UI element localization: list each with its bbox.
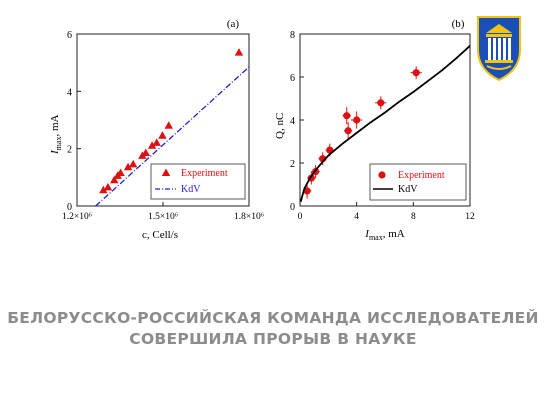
experiment-point-b: [344, 127, 352, 135]
base-step-icon: [485, 60, 513, 63]
y-tick-label-b: 2: [290, 159, 295, 170]
y-tick-label-b: 0: [290, 202, 295, 213]
waves-icon: [486, 65, 512, 70]
headline-line-2: СОВЕРШИЛА ПРОРЫВ В НАУКЕ: [129, 330, 417, 348]
y-tick-label-a: 0: [67, 202, 72, 213]
x-axis-label-a: c, Cell/s: [142, 229, 178, 241]
y-tick-label-b: 8: [290, 30, 295, 41]
column-icon: [488, 38, 491, 60]
x-axis-label-b-main: I: [364, 228, 370, 240]
panel-label-a: (a): [227, 18, 240, 30]
y-axis-label-a-main: I: [49, 149, 61, 155]
panel-label-b: (b): [452, 18, 465, 30]
marks-group-a: [95, 48, 250, 207]
experiment-point-a: [147, 141, 157, 149]
experiment-point-a: [128, 159, 138, 168]
legend-b: [369, 163, 467, 201]
legend-b-kdv-label: KdV: [398, 184, 418, 195]
coat-of-arms-logo: [477, 16, 521, 82]
experiment-point-a: [234, 48, 244, 56]
experiment-point-b: [377, 99, 385, 107]
experiment-point-a: [110, 175, 119, 184]
x-tick-label-b: 4: [354, 212, 359, 222]
y-tick-label-a: 6: [67, 30, 72, 41]
pediment-icon: [486, 24, 512, 33]
y-axis-label-b: Q, nC: [274, 113, 286, 139]
x-axis-label-b-sub: max: [369, 233, 383, 242]
experiment-point-a: [116, 168, 125, 177]
y-tick-label-a: 2: [67, 145, 72, 156]
x-tick-label-b: 12: [465, 212, 475, 222]
marks-group-b: [299, 45, 471, 202]
y-axis-label-a: Imax, mA: [49, 114, 63, 155]
experiment-point-a: [141, 148, 150, 156]
y-axis-label-a-sub: max: [54, 137, 63, 151]
legend-a-kdv-label: KdV: [181, 184, 201, 195]
experiment-point-b: [353, 116, 361, 124]
x-tick-label-a: 1.5×10⁶: [148, 212, 178, 222]
experiment-point-b: [412, 69, 420, 77]
experiment-point-a: [123, 162, 133, 171]
kdv-fit-line-a: [95, 66, 250, 207]
legend-a-triangle-marker: [161, 168, 171, 176]
y-tick-label-b: 6: [290, 73, 295, 84]
panel-b: (b) 0 4 8 12 0 2 4 6 8 Imax, mA Q, nC Experiment…: [274, 18, 475, 242]
legend-b-experiment-label: Experiment: [398, 170, 445, 181]
experiment-point-b: [343, 112, 351, 120]
headline-line-1: БЕЛОРУССКО-РОССИЙСКАЯ КОМАНДА ИССЛЕДОВАТ…: [7, 309, 539, 327]
column-icon: [503, 38, 506, 60]
y-tick-label-b: 4: [290, 116, 295, 127]
x-tick-label-a: 1.2×10⁶: [62, 212, 92, 222]
experiment-point-a: [99, 185, 108, 194]
column-icon: [493, 38, 496, 60]
kdv-curve-b: [299, 45, 471, 202]
experiment-point-b: [303, 187, 311, 195]
experiment-point-a: [164, 121, 173, 129]
experiment-point-a: [103, 182, 113, 191]
y-axis-label-a-rest: , mA: [49, 114, 61, 136]
tick-group-a: 1.2×10⁶ 1.5×10⁶ 1.8×10⁶ 0 2 4 6: [62, 30, 264, 222]
x-tick-label-a: 1.8×10⁶: [234, 212, 264, 222]
entablature-icon: [486, 34, 512, 37]
legend-a-experiment-label: Experiment: [181, 168, 228, 179]
x-axis-label-b-rest: , mA: [383, 228, 405, 240]
experiment-point-a: [152, 138, 161, 146]
x-tick-label-b: 8: [411, 212, 416, 222]
column-icon: [498, 38, 501, 60]
experiment-point-a: [158, 131, 167, 139]
x-axis-label-b: Imax, mA: [364, 228, 405, 242]
y-tick-label-a: 4: [67, 87, 72, 98]
legend-b-dot-marker: [378, 171, 386, 179]
tick-group-b: 0 4 8 12 0 2 4 6 8: [290, 30, 475, 222]
x-tick-label-b: 0: [298, 212, 303, 222]
column-icon: [508, 38, 511, 60]
